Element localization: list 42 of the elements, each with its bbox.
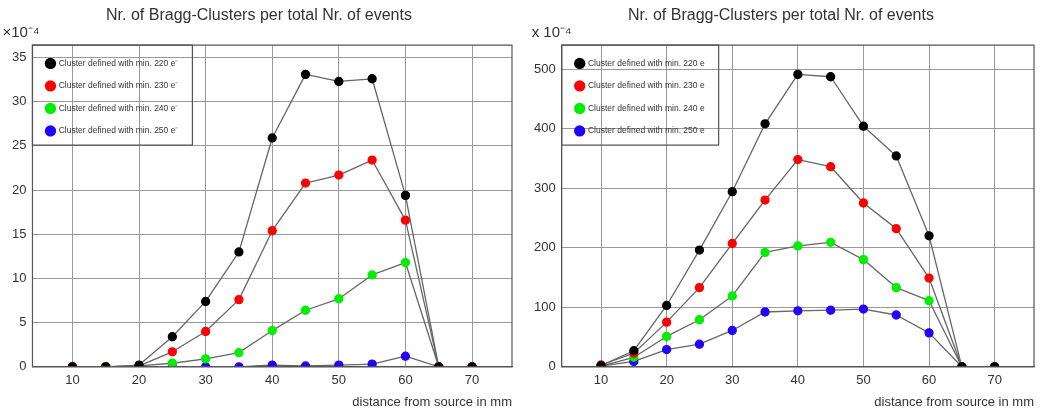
x-tick-label: 20 — [131, 372, 147, 388]
y-tick-label: 0 — [19, 358, 27, 374]
legend-label: Cluster defined with min. 230 e⁻ — [58, 80, 179, 91]
x-tick-label: 40 — [790, 372, 806, 388]
legend-label: Cluster defined with min. 220 e⁻ — [58, 57, 179, 68]
legend-label: Cluster defined with min. 220 e — [587, 57, 705, 68]
y-tick-label: 5 — [19, 314, 27, 330]
x-axis-title: distance from source in mm — [874, 393, 1034, 409]
x-tick-label: 60 — [921, 372, 937, 388]
x-axis-title: distance from source in mm — [352, 393, 512, 409]
x-tick-label: 30 — [725, 372, 740, 388]
x-tick-label: 10 — [593, 372, 609, 388]
x-tick-label: 40 — [265, 372, 280, 388]
x-tick-label: 70 — [987, 372, 1002, 388]
y-tick-label: 20 — [11, 181, 27, 197]
x-tick-label: 30 — [198, 372, 213, 388]
y-tick-label: 500 — [533, 60, 556, 76]
y-tick-label: 15 — [11, 225, 27, 241]
y-tick-label: 100 — [533, 298, 556, 314]
y-tick-label: 30 — [11, 93, 27, 109]
legend-label: Cluster defined with min. 230 e — [587, 80, 705, 91]
x-tick-label: 20 — [659, 372, 674, 388]
y-tick-label: 0 — [548, 358, 556, 374]
x-tick-label: 10 — [65, 372, 80, 388]
x-tick-label: 60 — [398, 372, 413, 388]
legend-label: Cluster defined with min. 240 e — [587, 102, 705, 113]
y-tick-label: 300 — [533, 179, 556, 195]
y-tick-label: 35 — [11, 49, 27, 65]
y-tick-label: 400 — [533, 120, 556, 136]
y-tick-label: 200 — [533, 239, 556, 255]
x-tick-label: 70 — [464, 372, 480, 388]
x-tick-label: 50 — [856, 372, 871, 388]
legend-label: Cluster defined with min. 250 e⁻ — [58, 125, 179, 136]
y-tick-label: 25 — [11, 137, 27, 153]
y-axis-title: x 10⁻⁴ — [531, 23, 572, 41]
chart-title: Nr. of Bragg-Clusters per total Nr. of events — [106, 6, 412, 24]
x-tick-label: 50 — [331, 372, 347, 388]
y-axis-title: ×10⁻⁴ — [2, 23, 40, 41]
legend-label: Cluster defined with min. 240 e⁻ — [58, 102, 179, 113]
chart-title: Nr. of Bragg-Clusters per total Nr. of events — [628, 6, 934, 24]
y-tick-label: 10 — [11, 270, 27, 286]
legend-label: Cluster defined with min. 250 e — [587, 125, 705, 136]
